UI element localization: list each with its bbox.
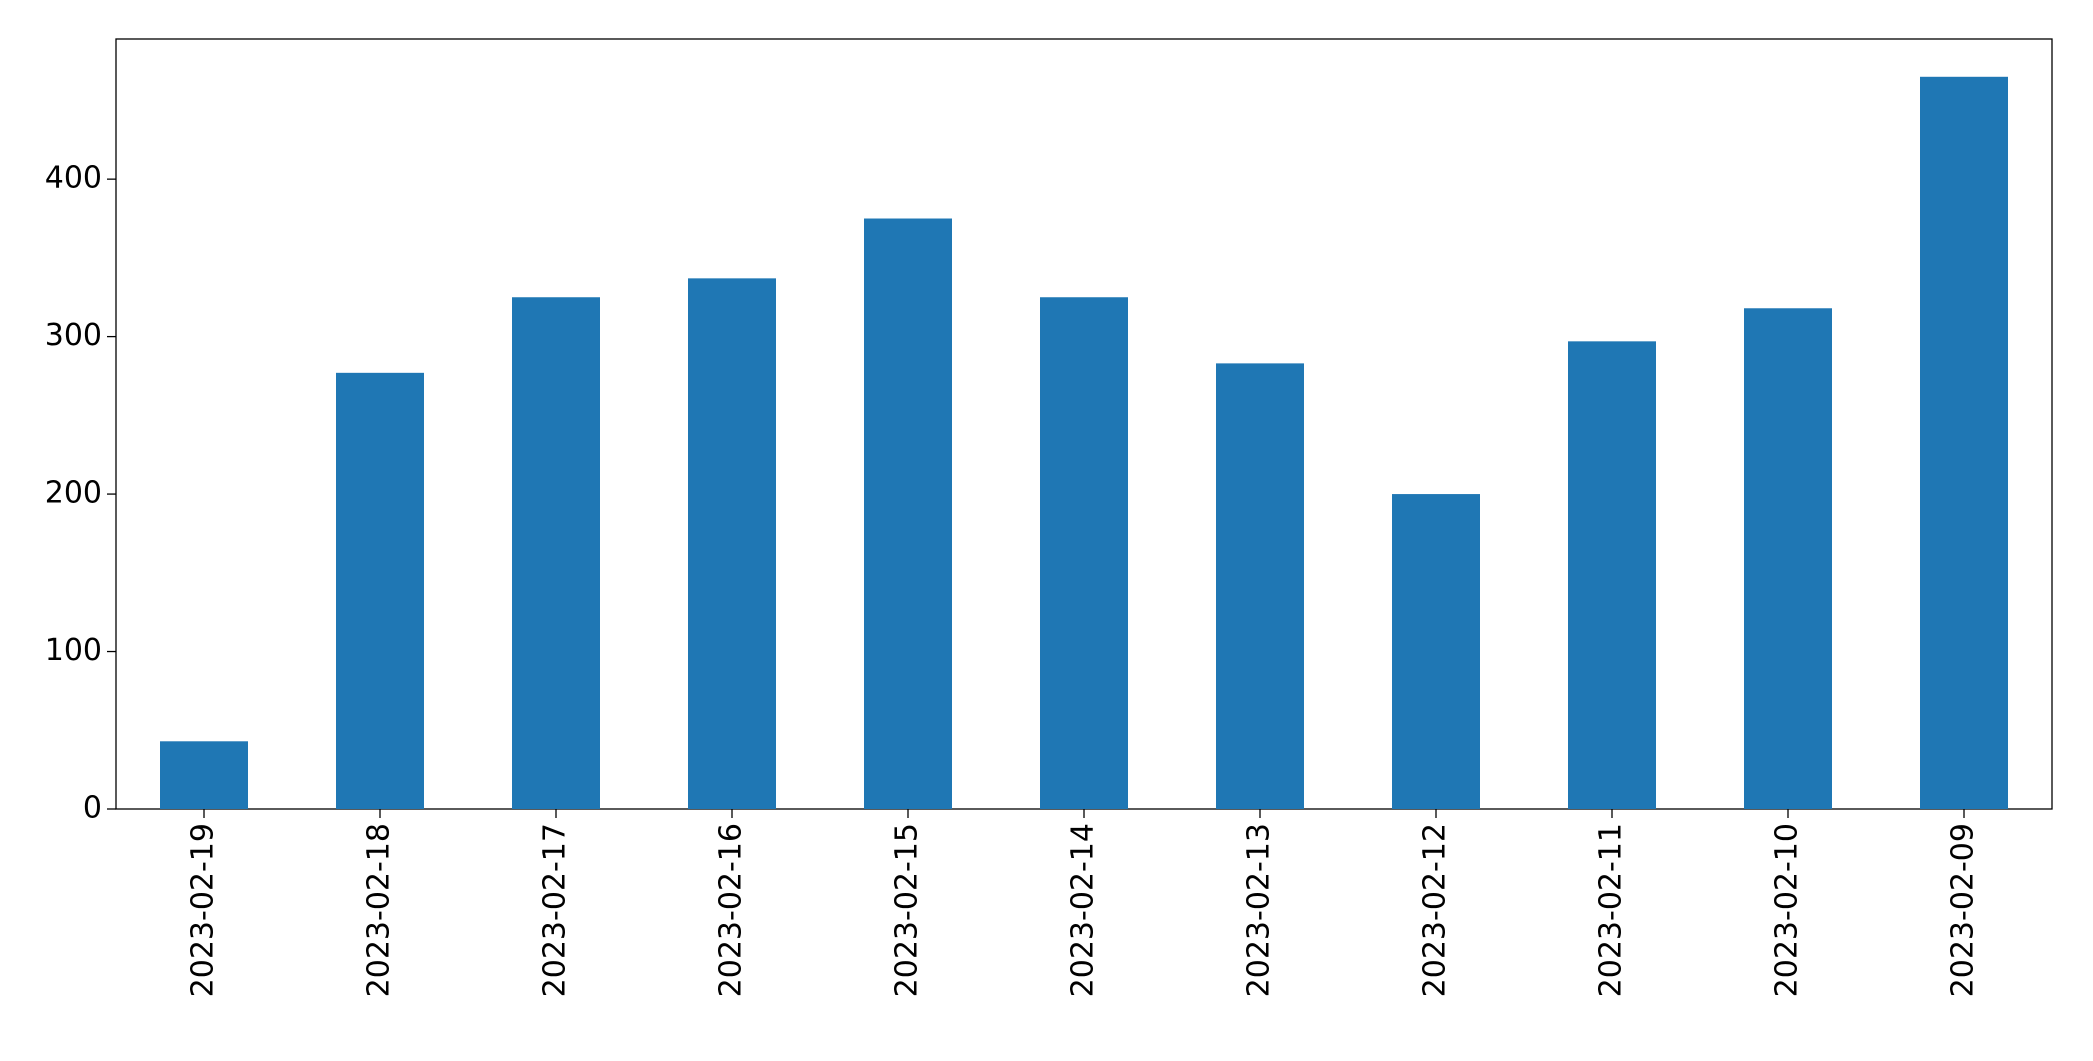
bar [160,741,248,809]
bar [512,297,600,809]
bar [1568,341,1656,809]
y-tick-label: 100 [45,633,102,668]
bar [1040,297,1128,809]
x-tick-label: 2023-02-16 [714,823,749,997]
x-tick-label: 2023-02-19 [186,823,221,997]
bar [1216,363,1304,809]
x-tick-label: 2023-02-13 [1242,823,1277,997]
x-tick-label: 2023-02-15 [890,823,925,997]
y-tick-label: 0 [83,791,102,826]
x-tick-label: 2023-02-10 [1770,823,1805,997]
x-tick-label: 2023-02-12 [1418,823,1453,997]
x-tick-label: 2023-02-11 [1594,823,1629,997]
x-tick-label: 2023-02-14 [1066,823,1101,997]
x-tick-label: 2023-02-09 [1946,823,1981,997]
y-tick-label: 200 [45,476,102,511]
x-tick-label: 2023-02-17 [538,823,573,997]
x-tick-label: 2023-02-18 [362,823,397,997]
bar [864,218,952,809]
y-tick-label: 400 [45,161,102,196]
bar [1920,76,2008,810]
bar [1392,494,1480,809]
bar [336,372,424,809]
y-tick-label: 300 [45,318,102,353]
bar [1744,308,1832,809]
bar [688,278,776,810]
